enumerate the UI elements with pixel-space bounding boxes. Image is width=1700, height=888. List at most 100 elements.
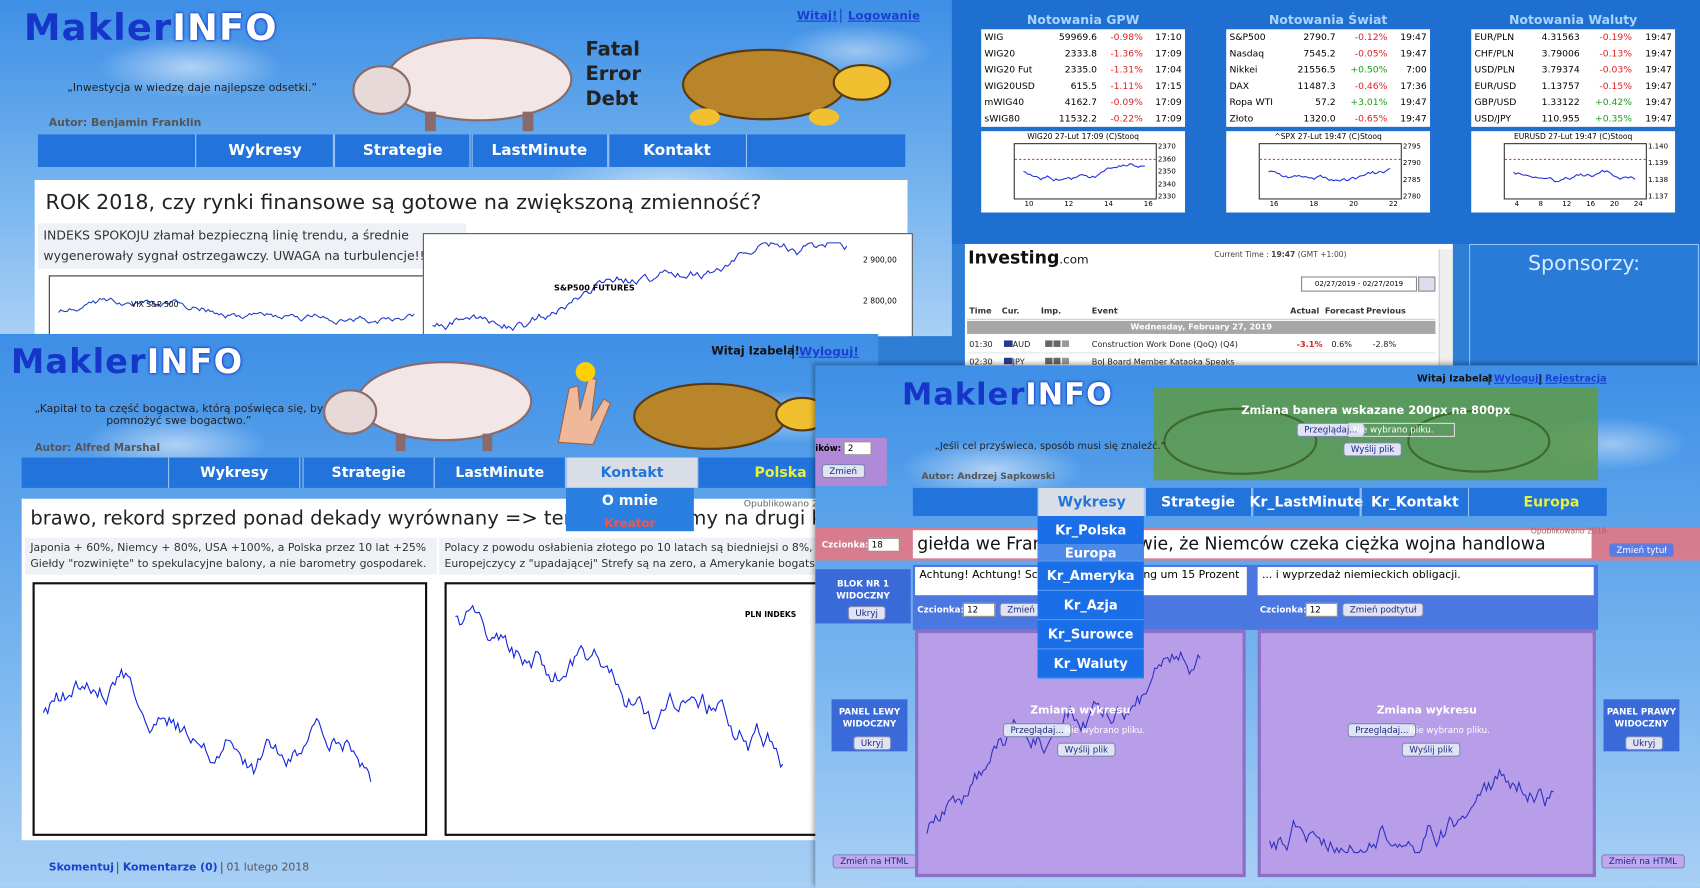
dropdown-item[interactable]: O mnie: [601, 493, 658, 510]
change-subtitle-button[interactable]: Zmień podtytuł: [1342, 602, 1425, 617]
login-link[interactable]: Logowanie: [840, 8, 920, 23]
nav-item[interactable]: Europa: [1523, 493, 1580, 511]
dropdown-item[interactable]: Kr_Ameryka: [1037, 562, 1144, 591]
mini-chart-x-tick: 14: [1104, 199, 1114, 209]
chart-trace: [42, 667, 372, 782]
title-input[interactable]: giełda we Frankfurcie już wie, że Niemcó…: [912, 530, 1592, 559]
nav-bar: Wykresy Strategie LastMinute Kontakt Polska: [21, 457, 879, 488]
quotes-table: S&P500 2790.7 -0.12% 19:47 Nasdaq 7545.2 -0.05…: [1226, 29, 1431, 127]
mini-chart-x-tick: 12: [1562, 199, 1572, 209]
hide-button[interactable]: Ukryj: [847, 606, 886, 621]
nav-item[interactable]: Polska: [754, 464, 807, 481]
nav-item[interactable]: Strategie: [302, 457, 435, 488]
mini-chart-x-tick: 16: [1586, 199, 1596, 209]
font-label: Czcionka:: [821, 539, 869, 550]
importance-icon: [1045, 340, 1070, 347]
logo[interactable]: MaklerINFO: [11, 343, 243, 382]
event-cell: BoJ Board Member Kataoka Speaks: [1091, 356, 1235, 367]
nav-item[interactable]: Wykresy: [195, 134, 336, 167]
article: Opublikowano 201 brawo, rekord sprzed po…: [21, 498, 855, 841]
scrollbar[interactable]: [1438, 249, 1453, 369]
send-button[interactable]: Wyślij plik: [1057, 742, 1116, 757]
calendar-button[interactable]: [1418, 276, 1436, 292]
to-html-button[interactable]: Zmień na HTML: [1601, 854, 1685, 869]
comment-link[interactable]: Skomentuj: [48, 861, 114, 874]
quotes-cell: 19:47: [1645, 64, 1672, 76]
mini-chart-x-tick: 20: [1610, 199, 1619, 209]
browse-button[interactable]: Przeglądaj...: [1296, 422, 1366, 437]
quotes-cell: 1.13757: [1541, 80, 1580, 92]
mini-chart-x-tick: 20: [1349, 199, 1359, 209]
dropdown-item[interactable]: Kr_Azja: [1037, 591, 1144, 621]
nav-item[interactable]: LastMinute: [469, 134, 610, 167]
quotes-row: Ropa WTI 57.2 +3.01% 19:47: [1226, 94, 1430, 110]
hide-button[interactable]: Ukryj: [853, 736, 891, 751]
mini-chart-y-tick: 2795: [1402, 142, 1421, 151]
font-input[interactable]: 12: [1305, 602, 1338, 617]
change-title-button[interactable]: Zmień tytuł: [1608, 543, 1675, 558]
nav-item[interactable]: Strategie: [1143, 487, 1253, 517]
banner-words: Fatal Error Debt: [585, 37, 641, 112]
nav-item[interactable]: Wykresy: [168, 457, 301, 488]
flag-icon: [1003, 340, 1013, 347]
side-button[interactable]: Zmień: [821, 464, 865, 479]
quotes-panel: Notowania GPW WIG 59969.6 -0.98% 17:10 WIG20 2…: [951, 0, 1700, 244]
send-button[interactable]: Wyślij plik: [1401, 742, 1461, 757]
comments-link[interactable]: Komentarze (0): [117, 861, 218, 874]
quotes-row: CHF/PLN 3.79006 -0.13% 19:47: [1471, 46, 1675, 62]
nav-item[interactable]: Strategie: [332, 134, 473, 167]
mini-chart-plot: [1258, 143, 1402, 200]
dropdown-item[interactable]: Kreator: [604, 516, 656, 531]
chart-line: [58, 297, 415, 325]
file-name: Nie wybrano pliku.: [1348, 422, 1455, 437]
dropdown-item[interactable]: Kr_Surowce: [1037, 620, 1144, 650]
quotes-cell: 11532.2: [1058, 113, 1098, 125]
welcome-link[interactable]: Witaj!: [796, 8, 838, 23]
date-range[interactable]: 02/27/2019 - 02/27/2019: [1301, 276, 1418, 292]
font-input[interactable]: 12: [962, 602, 996, 617]
logo[interactable]: MaklerINFO: [902, 376, 1113, 412]
to-html-button[interactable]: Zmień na HTML: [832, 854, 916, 869]
quotes-cell: 17:04: [1155, 64, 1182, 76]
chart-trace: [58, 297, 415, 325]
nav-item[interactable]: Kr_LastMinute: [1250, 487, 1363, 517]
quotes-cell: 17:36: [1400, 80, 1427, 92]
logout-link[interactable]: Wyloguj!: [1488, 374, 1543, 385]
quotes-cell: 21556.5: [1297, 64, 1336, 76]
font-input[interactable]: 18: [867, 537, 900, 552]
quotes-cell: +0.42%: [1595, 97, 1633, 108]
nav-item[interactable]: Wykresy: [1037, 487, 1146, 517]
nav-item[interactable]: Kontakt: [607, 134, 747, 167]
font-label: Czcionka:: [1259, 604, 1307, 615]
event-row: 02:30 JPY BoJ Board Member Kataoka Speaks: [967, 353, 1435, 368]
dropdown-item[interactable]: Kr_Waluty: [1037, 649, 1144, 679]
quotes-cell: 17:15: [1155, 80, 1182, 92]
dropdown-item[interactable]: Europa: [1037, 545, 1144, 562]
quotes-cell: EUR/PLN: [1474, 31, 1515, 43]
published: Opublikowano 201: [743, 498, 830, 510]
quotes-row: EUR/USD 1.13757 -0.15% 19:47: [1471, 78, 1675, 94]
panel-label: PANEL PRAWY WIDOCZNY: [1606, 706, 1677, 729]
flag-icon: [1003, 357, 1013, 365]
quotes-row: mWIG40 4162.7 -0.09% 17:09: [981, 94, 1185, 110]
mini-chart-y-tick: 2330: [1157, 191, 1176, 201]
subtitle-input[interactable]: ... i wyprzedaż niemieckich obligacji.: [1257, 567, 1594, 596]
dropdown-item[interactable]: Kr_Polska: [1037, 516, 1144, 546]
chart-editor: Zmiana wykresu Przeglądaj... Nie wybrano…: [1257, 629, 1596, 878]
send-button[interactable]: Wyślij plik: [1343, 442, 1402, 457]
quotes-table: WIG 59969.6 -0.98% 17:10 WIG20 2333.8 -1.36% 17…: [981, 29, 1186, 127]
register-link[interactable]: Rejestracja: [1539, 374, 1607, 385]
logo[interactable]: MaklerINFO: [24, 7, 278, 50]
logout-link[interactable]: Wyloguj!: [792, 344, 859, 359]
nav-item[interactable]: Kr_Kontakt: [1360, 487, 1470, 517]
column-header: Forecast: [1324, 305, 1365, 316]
hide-button[interactable]: Ukryj: [1625, 736, 1663, 751]
event-row: 01:30 AUD Construction Work Done (QoQ) (Q4…: [967, 336, 1436, 354]
nav-item[interactable]: Kontakt: [565, 457, 699, 488]
side-input[interactable]: 2: [843, 441, 872, 456]
mini-chart-x-tick: 22: [1388, 199, 1398, 209]
browse-button[interactable]: Przeglądaj...: [1002, 723, 1072, 738]
nav-item[interactable]: LastMinute: [433, 457, 566, 488]
mini-chart-y-tick: 2350: [1157, 166, 1176, 176]
browse-button[interactable]: Przeglądaj...: [1347, 723, 1417, 738]
